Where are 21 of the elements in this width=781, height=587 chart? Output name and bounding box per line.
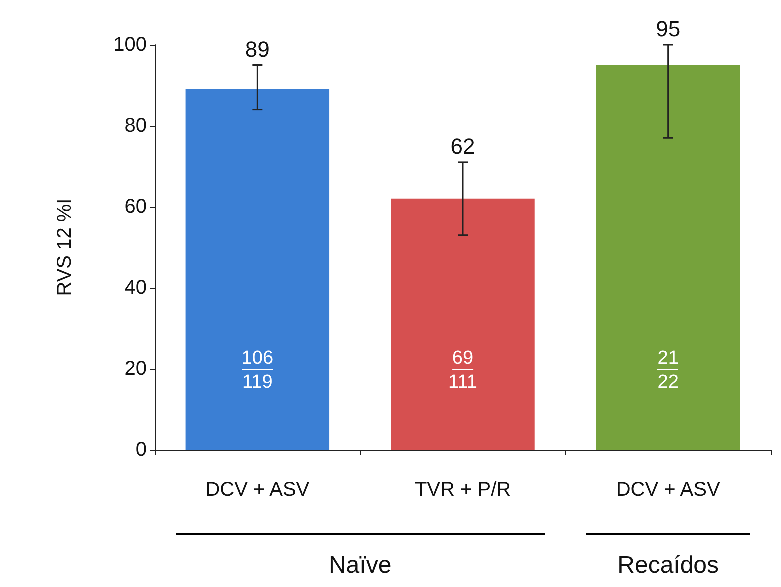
annotation: 21: [658, 348, 679, 370]
annotation: 69: [452, 348, 474, 370]
y-tick-label: 60: [124, 196, 147, 218]
annotation: 22: [658, 371, 679, 395]
y-axis-title: RVS 12 %I: [54, 198, 76, 296]
y-tick-label: 0: [136, 439, 147, 461]
annotation: 111: [448, 371, 478, 395]
text: Naïve: [328, 552, 392, 580]
y-tick-label: 20: [124, 358, 147, 380]
y-tick-label: 40: [124, 277, 147, 299]
x-tick-label: DCV + ASV: [616, 479, 721, 501]
x-tick-label: DCV + ASV: [206, 479, 310, 501]
data-label: 62: [450, 134, 476, 159]
data-label: 95: [656, 16, 681, 42]
annotation: 106: [242, 348, 274, 370]
annotation: 119: [242, 371, 274, 395]
x-tick-label: TVR + P/R: [414, 479, 512, 501]
y-tick-label: 100: [114, 34, 147, 56]
y-tick-label: 80: [124, 115, 147, 137]
text: Recaídos: [618, 552, 720, 580]
data-label: 89: [245, 36, 270, 62]
